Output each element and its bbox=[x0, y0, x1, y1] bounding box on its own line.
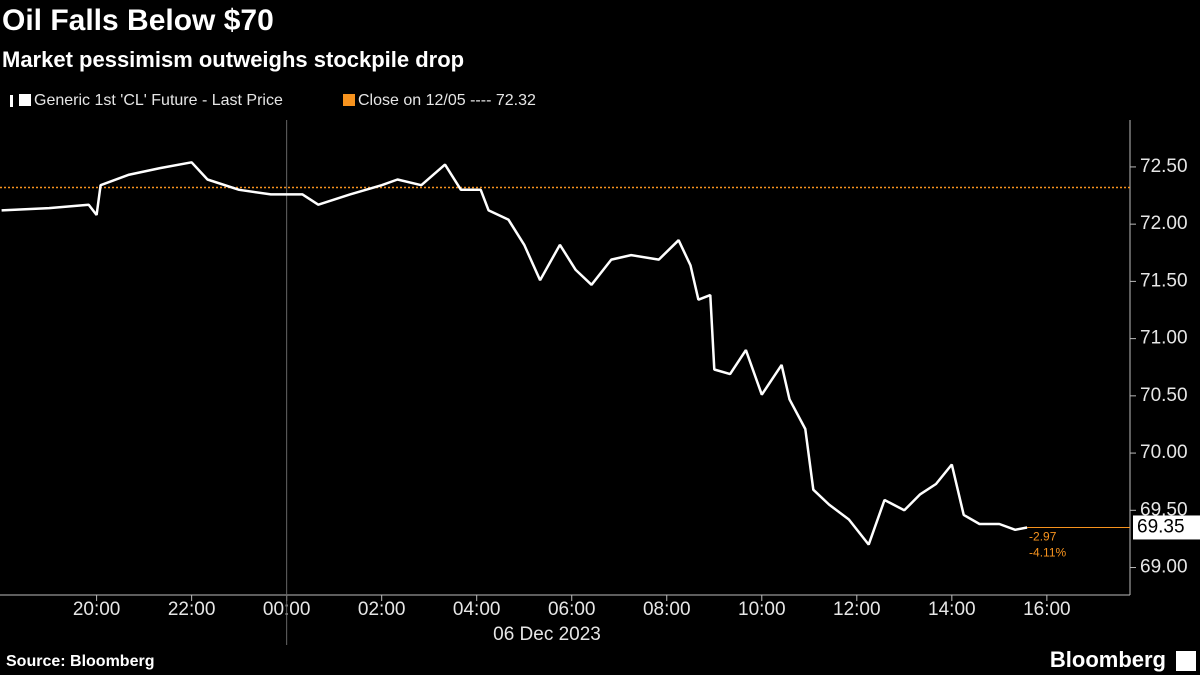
x-tick-label: 20:00 bbox=[73, 599, 121, 620]
chart-subtitle: Market pessimism outweighs stockpile dro… bbox=[2, 47, 464, 72]
last-price-box bbox=[1133, 515, 1200, 540]
x-tick-label: 02:00 bbox=[358, 599, 406, 620]
y-tick-label: 72.00 bbox=[1140, 213, 1188, 234]
annotation: -4.11% bbox=[1029, 546, 1066, 560]
legend-icon-stub bbox=[10, 95, 13, 107]
brand: Bloomberg bbox=[1050, 647, 1166, 672]
x-tick-label: 10:00 bbox=[738, 599, 786, 620]
y-tick-label: 69.00 bbox=[1140, 557, 1188, 578]
y-tick-label: 71.50 bbox=[1140, 270, 1188, 291]
y-tick-label: 70.50 bbox=[1140, 385, 1188, 406]
x-tick-label: 04:00 bbox=[453, 599, 501, 620]
x-tick-label: 14:00 bbox=[928, 599, 976, 620]
x-tick-label: 16:00 bbox=[1023, 599, 1071, 620]
legend-swatch bbox=[343, 94, 355, 106]
legend-label: Close on 12/05 ---- 72.32 bbox=[358, 92, 536, 109]
x-tick-label: 06:00 bbox=[548, 599, 596, 620]
brand-logo bbox=[1176, 651, 1196, 671]
y-tick-label: 69.50 bbox=[1140, 499, 1188, 520]
y-tick-label: 71.00 bbox=[1140, 328, 1188, 349]
chart-title: Oil Falls Below $70 bbox=[2, 4, 274, 37]
legend-label: Generic 1st 'CL' Future - Last Price bbox=[34, 92, 283, 109]
last-price-label: 69.35 bbox=[1137, 516, 1185, 537]
y-tick-label: 70.00 bbox=[1140, 442, 1188, 463]
legend-swatch bbox=[19, 94, 31, 106]
x-axis-label: 06 Dec 2023 bbox=[493, 624, 601, 645]
x-tick-label: 22:00 bbox=[168, 599, 216, 620]
price-line bbox=[1, 161, 1028, 546]
y-tick-label: 72.50 bbox=[1140, 156, 1188, 177]
annotation: -2.97 bbox=[1029, 530, 1057, 544]
x-tick-label: 08:00 bbox=[643, 599, 691, 620]
source: Source: Bloomberg bbox=[6, 653, 154, 670]
x-tick-label: 12:00 bbox=[833, 599, 881, 620]
